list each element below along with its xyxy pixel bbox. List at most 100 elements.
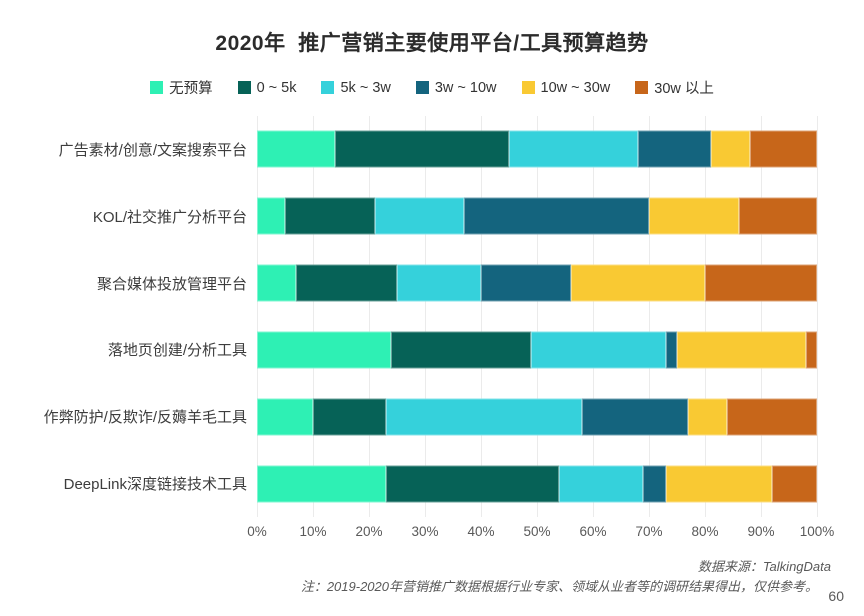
bar-segment: [581, 398, 689, 436]
x-axis-tick-label: 0%: [247, 524, 267, 539]
bar-segment: [648, 197, 739, 235]
bar-row: [257, 316, 817, 383]
bar-segment: [688, 398, 728, 436]
bar-row: [257, 116, 817, 183]
x-axis: 0% 10% 20% 30% 40% 50% 60% 70% 80% 90% 100%: [247, 524, 834, 546]
chart-title: 2020年 推广营销主要使用平台/工具预算趋势: [215, 32, 649, 55]
x-axis-tick-label: 40%: [467, 524, 495, 539]
legend-swatch: [237, 81, 251, 94]
legend-label: 0 ~ 5k: [256, 79, 297, 96]
bar-rows: [257, 116, 817, 517]
bar-row: [257, 183, 817, 250]
legend-swatch: [150, 81, 164, 94]
footnote: 注：2019-2020年营销推广数据根据行业专家、领域从业者等的调研结果得出，仅…: [300, 579, 818, 594]
bar-segment: [313, 398, 386, 436]
stacked-bar: [257, 264, 817, 302]
bar-segment: [727, 398, 817, 436]
bar-segment: [772, 465, 817, 503]
gridline: [593, 116, 594, 517]
bar-segment: [396, 264, 481, 302]
legend-item: 无预算: [150, 77, 213, 98]
bar-segment: [285, 197, 375, 235]
bar-row: [257, 250, 817, 317]
x-axis-tick-label: 50%: [523, 524, 551, 539]
page-number: 60: [828, 588, 844, 604]
plot-area: [257, 116, 818, 517]
x-axis-tick-label: 70%: [635, 524, 663, 539]
category-label: 聚合媒体投放管理平台: [96, 275, 247, 293]
gridline: [257, 116, 258, 517]
stacked-bar: [257, 197, 817, 235]
legend-item: 5k ~ 3w: [321, 79, 391, 96]
legend-item: 3w ~ 10w: [415, 79, 497, 96]
bar-row: [257, 450, 817, 517]
legend-item: 30w 以上: [635, 77, 714, 98]
stacked-bar: [257, 398, 817, 436]
bar-segment: [480, 264, 571, 302]
gridline: [649, 116, 650, 517]
gridline: [537, 116, 538, 517]
category-labels: 广告素材/创意/文案搜索平台 KOL/社交推广分析平台 聚合媒体投放管理平台落地页创…: [0, 116, 247, 517]
legend-label: 3w ~ 10w: [434, 79, 497, 96]
legend-swatch: [635, 81, 649, 94]
bar-segment: [665, 331, 677, 369]
bar-segment: [738, 197, 817, 235]
bar-segment: [385, 465, 560, 503]
stacked-bar: [257, 130, 817, 168]
bar-segment: [637, 130, 711, 168]
legend-swatch: [321, 81, 335, 94]
legend-label: 无预算: [169, 81, 213, 97]
data-source-note: 数据来源：TalkingData: [697, 559, 831, 574]
bar-segment: [749, 130, 817, 168]
legend-item: 0 ~ 5k: [237, 79, 297, 96]
bar-segment: [710, 130, 750, 168]
gridline: [313, 116, 314, 517]
bar-segment: [257, 197, 285, 235]
bar-segment: [257, 398, 313, 436]
x-axis-tick-label: 100%: [799, 524, 835, 539]
bar-segment: [704, 264, 817, 302]
category-label: DeepLink深度链接技术工具: [63, 476, 247, 494]
x-axis-tick-label: 30%: [411, 524, 439, 539]
bar-segment: [570, 264, 705, 302]
bar-segment: [296, 264, 397, 302]
bar-segment: [385, 398, 582, 436]
bar-segment: [257, 465, 386, 503]
legend-label: 5k ~ 3w: [340, 79, 391, 96]
x-axis-tick-label: 90%: [747, 524, 775, 539]
bar-segment: [391, 331, 532, 369]
bar-segment: [508, 130, 638, 168]
bar-row: [257, 383, 817, 450]
category-label: 作弊防护/反欺诈/反薅羊毛工具: [43, 409, 247, 427]
bar-segment: [531, 331, 666, 369]
bar-segment: [643, 465, 666, 503]
bar-segment: [676, 331, 806, 369]
bar-segment: [665, 465, 773, 503]
bar-segment: [374, 197, 465, 235]
category-label: KOL/社交推广分析平台: [92, 208, 247, 226]
stacked-bar: [257, 331, 817, 369]
bar-segment: [257, 130, 336, 168]
legend-label: 30w 以上: [654, 81, 714, 97]
x-axis-tick-label: 80%: [691, 524, 719, 539]
legend-swatch: [415, 81, 429, 94]
gridline: [705, 116, 706, 517]
gridline: [369, 116, 370, 517]
category-label: 落地页创建/分析工具: [107, 342, 247, 360]
x-axis-tick-label: 60%: [579, 524, 607, 539]
gridline: [481, 116, 482, 517]
gridline: [761, 116, 762, 517]
category-label: 广告素材/创意/文案搜索平台: [58, 141, 247, 159]
bar-segment: [464, 197, 649, 235]
gridline: [817, 116, 818, 517]
stacked-bar: [257, 465, 817, 503]
legend-label: 10w ~ 30w: [540, 79, 611, 96]
legend-item: 10w ~ 30w: [521, 79, 611, 96]
bar-segment: [257, 331, 392, 369]
x-axis-tick-label: 10%: [299, 524, 327, 539]
bar-segment: [805, 331, 817, 369]
bar-segment: [559, 465, 644, 503]
gridline: [425, 116, 426, 517]
bar-segment: [335, 130, 509, 168]
